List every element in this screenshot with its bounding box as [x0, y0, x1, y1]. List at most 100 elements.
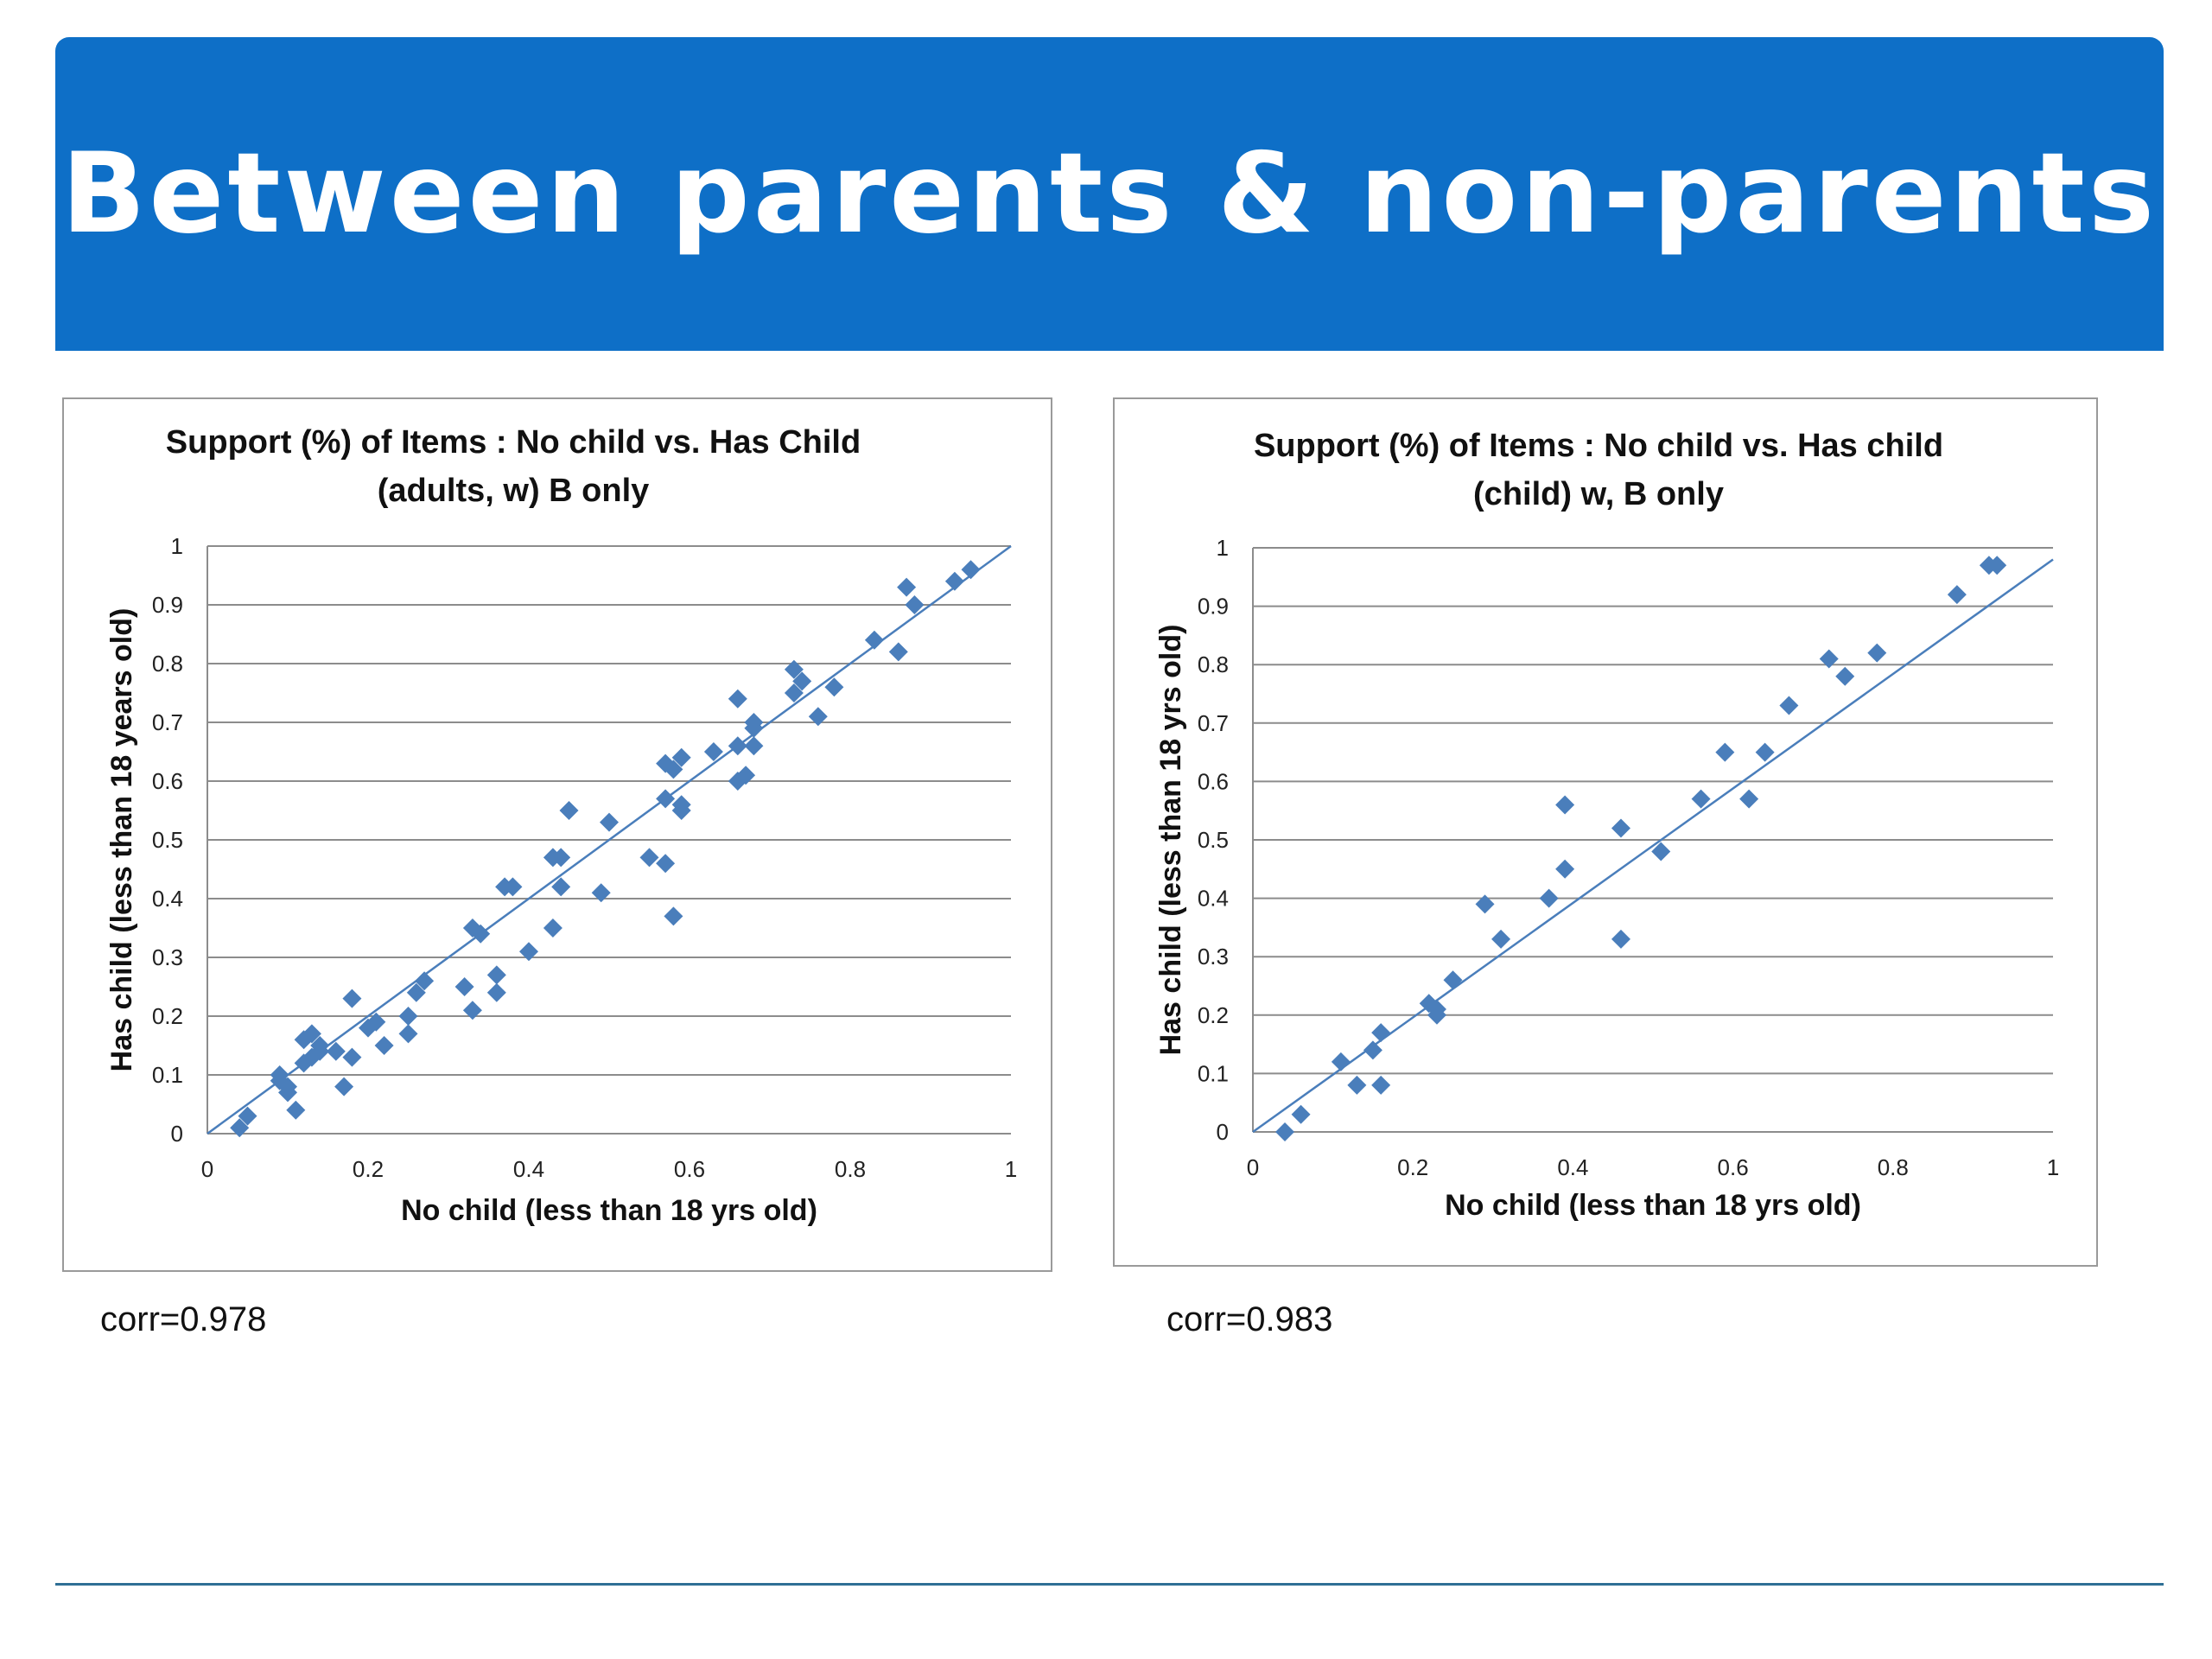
y-tick-label: 0.6 [152, 768, 183, 794]
data-point [1739, 789, 1759, 809]
data-point [551, 848, 571, 868]
x-tick-label: 0.2 [1397, 1154, 1428, 1180]
data-point [398, 1007, 418, 1026]
data-point [961, 560, 981, 580]
data-point [1611, 929, 1630, 949]
y-tick-label: 0.8 [1198, 652, 1229, 677]
correlation-label-child: corr=0.983 [1166, 1300, 1333, 1338]
data-point [671, 747, 691, 767]
y-tick-label: 0.8 [152, 651, 183, 677]
data-point [639, 848, 659, 868]
data-point [744, 713, 764, 732]
data-point [703, 742, 723, 761]
chart-title-line: Support (%) of Items : No child vs. Has … [1254, 428, 1943, 464]
data-point [559, 801, 579, 820]
data-point [824, 677, 844, 697]
chart-title-line: (adults, w) B only [378, 473, 650, 509]
data-point [1867, 643, 1887, 663]
data-point [334, 1077, 354, 1096]
data-point [326, 1041, 346, 1061]
data-point [944, 571, 964, 591]
data-point [1755, 742, 1775, 762]
data-point [1835, 666, 1855, 686]
data-point [664, 760, 683, 779]
data-point [1491, 929, 1511, 949]
data-point [1819, 649, 1839, 669]
data-point [1691, 789, 1711, 809]
data-point [230, 1118, 250, 1138]
data-point [888, 642, 908, 662]
x-tick-label: 0.6 [1718, 1154, 1749, 1180]
x-tick-label: 0 [1247, 1154, 1259, 1180]
x-axis-label: No child (less than 18 yrs old) [1445, 1189, 1861, 1222]
y-tick-label: 0.1 [152, 1062, 183, 1088]
y-tick-label: 0.2 [1198, 1002, 1229, 1028]
y-tick-label: 0.4 [1198, 886, 1229, 912]
x-tick-label: 0 [201, 1156, 213, 1182]
y-tick-label: 0.7 [1198, 710, 1229, 736]
data-point [238, 1106, 257, 1126]
data-point [471, 924, 491, 944]
data-point [1427, 1000, 1446, 1020]
data-point [736, 766, 756, 785]
x-axis-label: No child (less than 18 yrs old) [401, 1194, 817, 1227]
chart-title-line: Support (%) of Items : No child vs. Has … [166, 424, 861, 461]
title-banner: Between parents & non-parents [55, 37, 2164, 351]
x-tick-label: 0.8 [1878, 1154, 1909, 1180]
data-point [1371, 1075, 1391, 1095]
y-tick-label: 0.4 [152, 886, 183, 912]
y-tick-label: 0.5 [1198, 827, 1229, 853]
data-point [1371, 1023, 1391, 1043]
data-point [486, 965, 506, 985]
data-point [664, 906, 683, 926]
data-point [454, 977, 474, 996]
slide-title: Between parents & non-parents [60, 130, 2158, 258]
data-point [784, 659, 804, 679]
y-tick-label: 0.3 [1198, 944, 1229, 969]
data-point [278, 1083, 297, 1103]
y-tick-label: 1 [171, 533, 183, 559]
data-point [366, 1012, 386, 1032]
data-point [519, 942, 538, 962]
data-point [1555, 859, 1575, 879]
data-point [462, 918, 482, 938]
data-point [1347, 1075, 1367, 1095]
data-point [1363, 1040, 1382, 1060]
x-tick-label: 0.6 [674, 1156, 705, 1182]
data-point [503, 877, 523, 897]
y-tick-label: 0.5 [152, 827, 183, 853]
data-point [1275, 1122, 1295, 1141]
y-tick-label: 0.9 [152, 592, 183, 618]
data-point [600, 812, 619, 832]
data-point [551, 877, 571, 897]
y-tick-label: 0.1 [1198, 1060, 1229, 1086]
data-point [543, 918, 563, 938]
y-tick-label: 0.6 [1198, 768, 1229, 794]
data-point [270, 1071, 289, 1090]
correlation-label-adults: corr=0.978 [100, 1300, 267, 1338]
data-point [462, 1001, 482, 1020]
data-point [486, 982, 506, 1002]
data-point [808, 707, 828, 727]
data-point [1779, 696, 1799, 715]
data-point [784, 683, 804, 702]
x-tick-label: 1 [2047, 1154, 2059, 1180]
y-tick-label: 0 [1217, 1119, 1229, 1145]
data-point [302, 1024, 321, 1044]
x-tick-label: 0.8 [835, 1156, 866, 1182]
data-point [342, 988, 362, 1008]
chart-title-line: (child) w, B only [1473, 476, 1724, 512]
data-point [656, 854, 676, 874]
data-point [656, 789, 676, 809]
scatter-chart-adults-svg: Support (%) of Items : No child vs. Has … [105, 424, 1017, 1227]
data-point [728, 689, 747, 709]
y-tick-label: 0.7 [152, 709, 183, 735]
data-point [1715, 742, 1735, 762]
scatter-chart-child: Support (%) of Items : No child vs. Has … [1113, 397, 2098, 1267]
x-tick-label: 0.4 [1557, 1154, 1588, 1180]
data-point [905, 595, 925, 614]
data-point [398, 1024, 418, 1044]
y-tick-label: 1 [1217, 535, 1229, 561]
data-point [1539, 888, 1559, 908]
data-point [792, 671, 812, 691]
